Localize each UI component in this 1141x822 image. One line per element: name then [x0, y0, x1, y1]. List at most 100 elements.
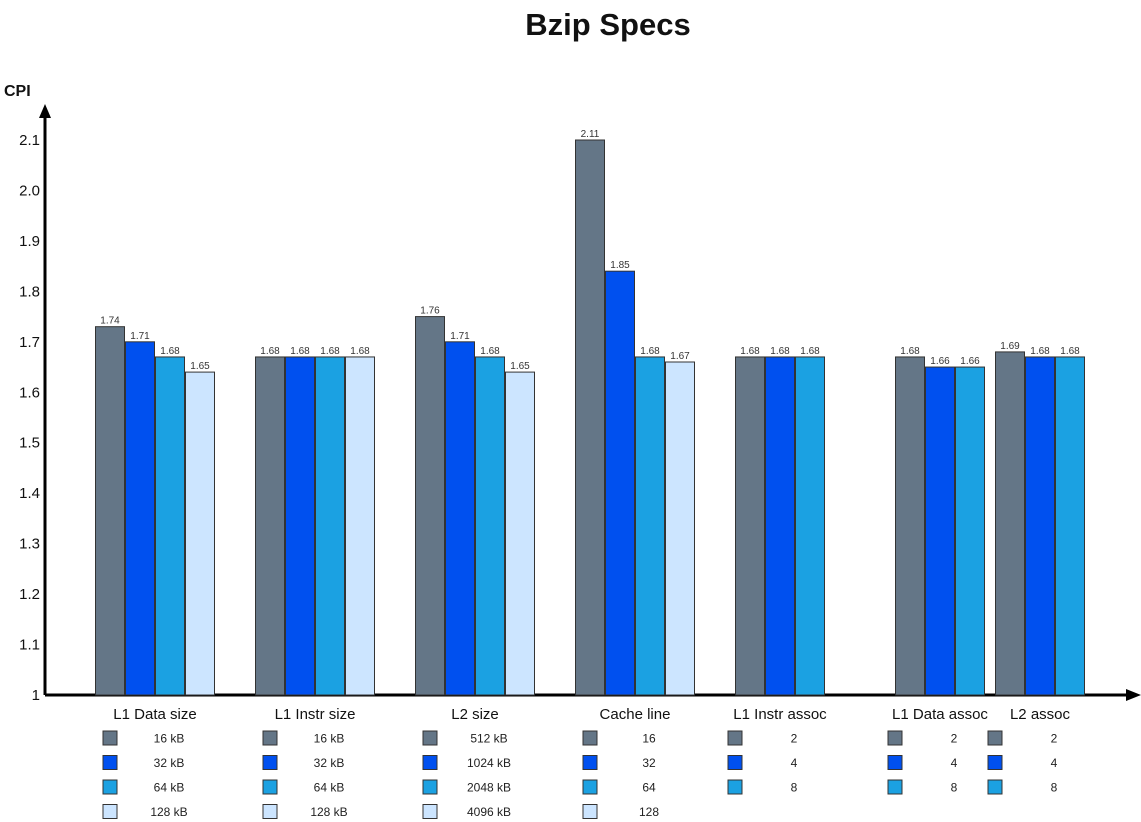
- y-tick-label: 1.3: [19, 536, 40, 553]
- data-label: 2.11: [581, 129, 600, 140]
- legend-swatch: [422, 804, 438, 819]
- bar: [185, 371, 215, 696]
- legend-swatch: [102, 730, 118, 746]
- bar: [735, 356, 765, 696]
- legend-label: 16 kB: [314, 732, 345, 746]
- y-tick-label: 1.2: [19, 586, 40, 603]
- legend-label: 8: [951, 781, 958, 795]
- bar: [505, 371, 535, 696]
- y-tick-label: 1.6: [19, 384, 40, 401]
- data-label: 1.68: [740, 346, 760, 357]
- legend-label: 64 kB: [314, 781, 345, 795]
- legend-label: 8: [791, 781, 798, 795]
- legend-label: 2: [791, 732, 798, 746]
- legend-swatch: [727, 730, 743, 746]
- legend-swatch: [582, 730, 598, 746]
- y-tick-label: 1.9: [19, 233, 40, 250]
- x-axis-arrow: [1126, 689, 1141, 701]
- legend-label: 32 kB: [154, 756, 185, 770]
- data-label: 1.68: [350, 346, 370, 357]
- legend-swatch: [262, 779, 278, 795]
- legend-label: 128: [639, 805, 659, 819]
- data-label: 1.76: [420, 306, 440, 317]
- data-label: 1.65: [190, 361, 210, 372]
- data-label: 1.68: [800, 346, 820, 357]
- data-label: 1.71: [450, 331, 470, 342]
- y-tick-label: 2.0: [19, 182, 40, 199]
- category-label: L1 Instr size: [275, 706, 356, 723]
- legend-swatch: [987, 730, 1003, 746]
- legend-swatch: [887, 779, 903, 795]
- group-legend: 2 4 8: [987, 730, 1058, 795]
- legend-swatch: [727, 755, 743, 770]
- data-label: 1.65: [510, 361, 530, 372]
- data-label: 1.68: [160, 346, 180, 357]
- data-label: 1.68: [900, 346, 920, 357]
- category-label: L1 Data size: [113, 706, 196, 723]
- legend-swatch: [262, 755, 278, 770]
- bar-group: 1.76 1.71 1.68 1.65 L2 size: [415, 306, 535, 723]
- bar-group: 1.68 1.68 1.68 1.68 L1 Instr size: [255, 346, 375, 723]
- y-axis-ticks: 1 1.1 1.2 1.3 1.4 1.5 1.6 1.7 1.8 1.9 2.0 2.1: [19, 132, 40, 704]
- category-label: Cache line: [600, 706, 671, 723]
- data-label: 1.68: [1030, 346, 1050, 357]
- data-label: 1.68: [1060, 346, 1080, 357]
- bar-group: 1.74 1.71 1.68 1.65 L1 Data size: [95, 316, 215, 723]
- data-label: 1.68: [640, 346, 660, 357]
- bar: [285, 356, 315, 696]
- category-label: L2 size: [451, 706, 499, 723]
- data-label: 1.69: [1000, 341, 1020, 352]
- legend-swatch: [987, 755, 1003, 770]
- bar-group: 1.68 1.66 1.66 L1 Data assoc: [892, 346, 988, 723]
- y-tick-label: 1.8: [19, 283, 40, 300]
- legend-label: 4: [1051, 756, 1058, 770]
- group-legends: 16 kB 32 kB 64 kB 128 kB 16 kB 32 kB 64 kB 128 …: [102, 730, 1058, 819]
- bar: [1055, 356, 1085, 696]
- legend-label: 128 kB: [150, 805, 187, 819]
- y-tick-label: 1: [32, 687, 40, 704]
- group-legend: 512 kB 1024 kB 2048 kB 4096 kB: [422, 730, 511, 819]
- legend-label: 32 kB: [314, 756, 345, 770]
- bar: [315, 356, 345, 696]
- legend-label: 64: [642, 781, 656, 795]
- legend-swatch: [262, 804, 278, 819]
- legend-swatch: [422, 755, 438, 770]
- category-label: L2 assoc: [1010, 706, 1071, 723]
- legend-swatch: [102, 755, 118, 770]
- bar-group: 1.68 1.68 1.68 L1 Instr assoc: [733, 346, 827, 723]
- y-tick-label: 1.5: [19, 435, 40, 452]
- legend-label: 16: [642, 732, 656, 746]
- y-tick-label: 1.7: [19, 334, 40, 351]
- group-legend: 2 4 8: [887, 730, 958, 795]
- bar: [1025, 356, 1055, 696]
- data-label: 1.85: [610, 260, 630, 271]
- bar: [345, 356, 375, 696]
- data-label: 1.68: [770, 346, 790, 357]
- legend-label: 32: [642, 756, 656, 770]
- bar: [605, 270, 635, 696]
- legend-label: 2048 kB: [467, 781, 511, 795]
- bar: [635, 356, 665, 696]
- chart-title: Bzip Specs: [525, 7, 690, 42]
- data-label: 1.67: [670, 351, 690, 362]
- legend-label: 128 kB: [310, 805, 347, 819]
- data-label: 1.66: [960, 356, 980, 367]
- legend-label: 64 kB: [154, 781, 185, 795]
- legend-label: 1024 kB: [467, 756, 511, 770]
- data-label: 1.71: [130, 331, 150, 342]
- category-label: L1 Instr assoc: [733, 706, 827, 723]
- legend-swatch: [987, 779, 1003, 795]
- bar: [415, 316, 445, 696]
- bar: [895, 356, 925, 696]
- legend-swatch: [582, 804, 598, 819]
- bar: [665, 361, 695, 696]
- legend-swatch: [102, 779, 118, 795]
- legend-swatch: [262, 730, 278, 746]
- bar: [125, 341, 155, 696]
- bar: [955, 366, 985, 696]
- y-tick-label: 2.1: [19, 132, 40, 149]
- category-label: L1 Data assoc: [892, 706, 988, 723]
- data-label: 1.68: [260, 346, 280, 357]
